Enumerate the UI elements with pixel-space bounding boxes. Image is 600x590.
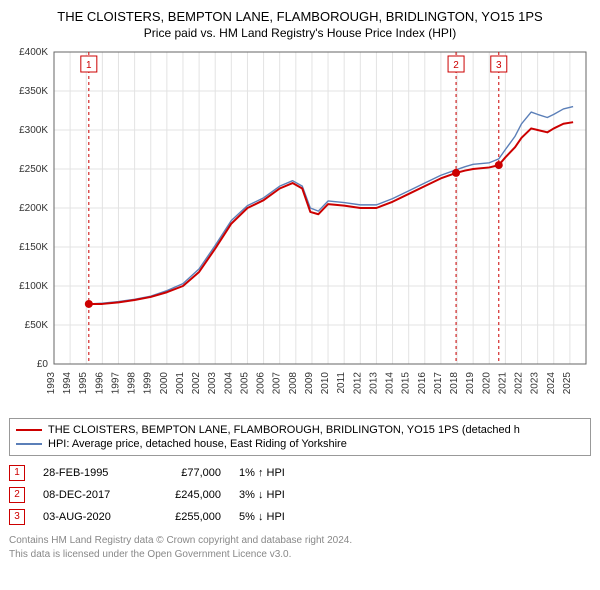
svg-text:2005: 2005 xyxy=(239,372,250,395)
svg-text:1993: 1993 xyxy=(46,372,57,395)
svg-text:1: 1 xyxy=(86,60,92,71)
marker-price: £255,000 xyxy=(151,511,221,523)
legend-label: HPI: Average price, detached house, East… xyxy=(48,438,347,450)
svg-text:2002: 2002 xyxy=(191,372,202,395)
marker-badge: 1 xyxy=(9,465,25,481)
svg-text:1994: 1994 xyxy=(62,372,73,395)
svg-text:£300K: £300K xyxy=(19,125,48,136)
svg-text:£50K: £50K xyxy=(25,320,49,331)
legend-item: HPI: Average price, detached house, East… xyxy=(16,437,584,451)
svg-text:2022: 2022 xyxy=(514,372,525,395)
page-subtitle: Price paid vs. HM Land Registry's House … xyxy=(6,26,594,40)
marker-table: 1 28-FEB-1995 £77,000 1% ↑ HPI 2 08-DEC-… xyxy=(9,462,591,528)
marker-row: 1 28-FEB-1995 £77,000 1% ↑ HPI xyxy=(9,462,591,484)
svg-text:£100K: £100K xyxy=(19,281,48,292)
marker-badge: 3 xyxy=(9,509,25,525)
svg-text:1996: 1996 xyxy=(94,372,105,395)
svg-text:£150K: £150K xyxy=(19,242,48,253)
svg-text:2018: 2018 xyxy=(449,372,460,395)
footnote: Contains HM Land Registry data © Crown c… xyxy=(9,534,591,562)
svg-text:2007: 2007 xyxy=(272,372,283,395)
svg-text:£400K: £400K xyxy=(19,47,48,58)
svg-text:1997: 1997 xyxy=(110,372,121,395)
svg-text:3: 3 xyxy=(496,60,502,71)
svg-text:£0: £0 xyxy=(37,359,49,370)
svg-text:2008: 2008 xyxy=(288,372,299,395)
marker-row: 2 08-DEC-2017 £245,000 3% ↓ HPI xyxy=(9,484,591,506)
svg-text:2001: 2001 xyxy=(175,372,186,395)
svg-text:2011: 2011 xyxy=(336,372,347,394)
legend-item: THE CLOISTERS, BEMPTON LANE, FLAMBOROUGH… xyxy=(16,423,584,437)
svg-text:2012: 2012 xyxy=(352,372,363,395)
svg-text:2017: 2017 xyxy=(433,372,444,395)
svg-text:2014: 2014 xyxy=(385,372,396,395)
footnote-line: Contains HM Land Registry data © Crown c… xyxy=(9,534,591,548)
svg-text:2: 2 xyxy=(453,60,459,71)
marker-row: 3 03-AUG-2020 £255,000 5% ↓ HPI xyxy=(9,506,591,528)
svg-text:2006: 2006 xyxy=(256,372,267,395)
svg-text:£250K: £250K xyxy=(19,164,48,175)
svg-text:2013: 2013 xyxy=(368,372,379,395)
svg-text:2015: 2015 xyxy=(401,372,412,395)
svg-text:2021: 2021 xyxy=(497,372,508,395)
legend-swatch xyxy=(16,443,42,445)
svg-text:2004: 2004 xyxy=(223,372,234,395)
legend-label: THE CLOISTERS, BEMPTON LANE, FLAMBOROUGH… xyxy=(48,424,520,436)
price-chart: £0 £50K £100K £150K £200K £250K £300K £350K £400… xyxy=(6,44,594,414)
svg-text:1999: 1999 xyxy=(143,372,154,395)
svg-text:1998: 1998 xyxy=(127,372,138,395)
svg-text:£200K: £200K xyxy=(19,203,48,214)
legend-swatch xyxy=(16,429,42,431)
svg-text:2000: 2000 xyxy=(159,372,170,395)
marker-date: 28-FEB-1995 xyxy=(43,467,133,479)
svg-text:2016: 2016 xyxy=(417,372,428,395)
page-title: THE CLOISTERS, BEMPTON LANE, FLAMBOROUGH… xyxy=(6,8,594,26)
svg-text:2023: 2023 xyxy=(530,372,541,395)
marker-delta: 1% ↑ HPI xyxy=(239,467,319,479)
marker-date: 08-DEC-2017 xyxy=(43,489,133,501)
svg-text:£350K: £350K xyxy=(19,86,48,97)
svg-text:2025: 2025 xyxy=(562,372,573,395)
svg-text:2024: 2024 xyxy=(546,372,557,395)
marker-badge: 2 xyxy=(9,487,25,503)
svg-text:2010: 2010 xyxy=(320,372,331,395)
marker-date: 03-AUG-2020 xyxy=(43,511,133,523)
marker-price: £245,000 xyxy=(151,489,221,501)
marker-delta: 5% ↓ HPI xyxy=(239,511,319,523)
marker-delta: 3% ↓ HPI xyxy=(239,489,319,501)
svg-text:2009: 2009 xyxy=(304,372,315,395)
footnote-line: This data is licensed under the Open Gov… xyxy=(9,548,591,562)
svg-text:1995: 1995 xyxy=(78,372,89,395)
svg-text:2003: 2003 xyxy=(207,372,218,395)
marker-price: £77,000 xyxy=(151,467,221,479)
svg-text:2020: 2020 xyxy=(481,372,492,395)
legend: THE CLOISTERS, BEMPTON LANE, FLAMBOROUGH… xyxy=(9,418,591,456)
svg-text:2019: 2019 xyxy=(465,372,476,395)
